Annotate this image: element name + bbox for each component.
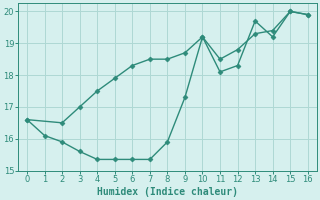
X-axis label: Humidex (Indice chaleur): Humidex (Indice chaleur) <box>97 186 238 197</box>
